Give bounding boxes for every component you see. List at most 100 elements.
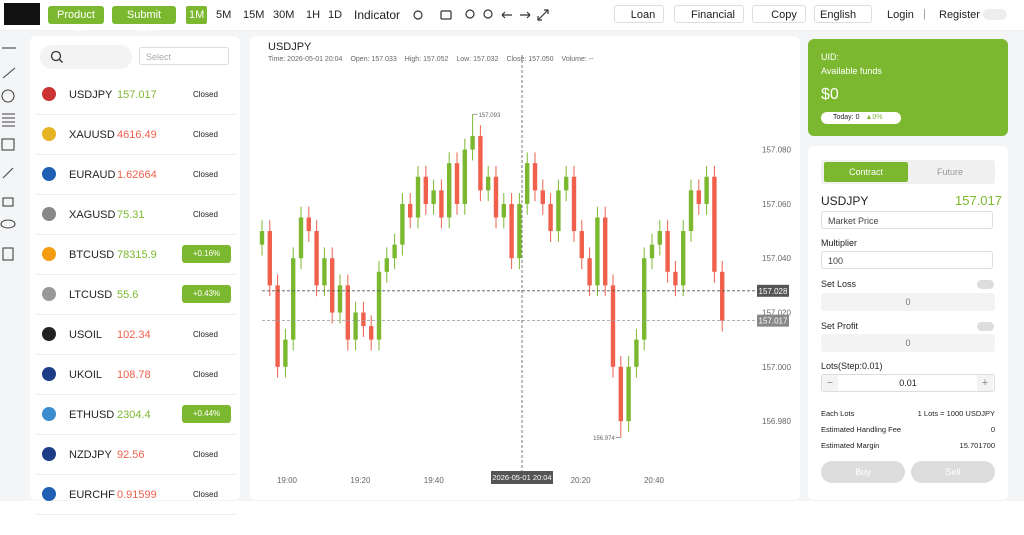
candle-body [610, 285, 616, 367]
crosshair-time-tag [491, 471, 553, 484]
candle-body [345, 285, 350, 340]
status: Closed [193, 170, 218, 179]
interval-button[interactable]: 5M [216, 9, 232, 21]
interval-button[interactable]: 1D [328, 9, 343, 21]
symbol[interactable]: UKOIL [69, 369, 103, 381]
candle-body [579, 231, 584, 259]
candle-body [634, 339, 639, 367]
ohlc-field: Low: 157.032 [456, 56, 499, 63]
candle-body [291, 258, 296, 340]
symbol-icon [42, 447, 56, 461]
interval-button[interactable]: 1M [186, 6, 208, 24]
language-select[interactable]: English [814, 5, 872, 23]
candle-body [353, 312, 358, 340]
tool[interactable] [2, 67, 16, 79]
candle-body [540, 190, 545, 204]
fullscreen-icon[interactable] [537, 9, 549, 21]
loan-button[interactable]: Loan [614, 5, 664, 23]
tool[interactable] [1, 138, 15, 151]
y-tick-label: 157.020 [762, 309, 791, 318]
lots-value[interactable]: 0.01 [899, 378, 917, 388]
product-list-button[interactable]: Product List [48, 6, 104, 39]
right-icon[interactable] [520, 11, 531, 19]
candle-body [681, 231, 686, 286]
future-tab[interactable]: Future [936, 167, 963, 177]
lots-minus[interactable]: − [822, 375, 838, 391]
price: 0.91599 [117, 489, 157, 501]
candle-body [587, 258, 592, 286]
watchlist-panel [30, 36, 240, 500]
symbol[interactable]: BTCUSD [69, 249, 115, 261]
contract-tab[interactable]: Contract [824, 162, 908, 182]
symbol[interactable]: XAUUSD [69, 129, 115, 141]
register-link[interactable]: Register [939, 9, 980, 21]
symbol[interactable]: EURAUD [69, 169, 116, 181]
loss-input[interactable]: 0 [821, 293, 995, 311]
settings-icon[interactable] [413, 10, 423, 20]
candle-body [673, 271, 678, 286]
row-divider [36, 194, 236, 195]
interval-button[interactable]: 15M [243, 9, 265, 21]
ohlc-field: High: 157.052 [404, 56, 449, 63]
zoom-in-icon[interactable] [465, 9, 475, 19]
tool[interactable] [2, 197, 14, 207]
symbol[interactable]: EURCHF [69, 489, 115, 501]
login-link[interactable]: Login [887, 9, 914, 21]
tool[interactable] [0, 219, 16, 229]
chart-symbol: USDJPY [268, 41, 312, 53]
search-input[interactable] [40, 45, 132, 69]
symbol[interactable]: LTCUSD [69, 289, 113, 301]
zoom-out-icon[interactable] [483, 9, 493, 19]
row-divider [36, 394, 236, 395]
row-divider [36, 114, 236, 115]
submit-order-button[interactable]: Submit Order [112, 6, 176, 39]
candle-body [306, 217, 311, 232]
candle-body [384, 258, 389, 272]
change-badge: +0.44% [182, 405, 231, 423]
candle-body [626, 366, 631, 422]
row-divider [36, 274, 236, 275]
multiplier-select[interactable]: 100 [821, 251, 993, 269]
candle-body [720, 271, 725, 321]
candle-body [564, 176, 569, 191]
profit-input[interactable]: 0 [821, 334, 995, 352]
symbol[interactable]: NZDJPY [69, 449, 112, 461]
set-loss-toggle[interactable] [977, 280, 994, 289]
candle-body [415, 176, 421, 218]
candle-body [657, 231, 662, 245]
separator: | [923, 8, 926, 20]
row-divider [36, 514, 236, 515]
sell-button[interactable]: Sell [911, 461, 995, 483]
symbol[interactable]: ETHUSD [69, 409, 115, 421]
market-select[interactable]: Select [139, 47, 229, 65]
indicator-button[interactable]: Indicator [354, 8, 401, 22]
status: Closed [193, 210, 218, 219]
tool[interactable] [2, 167, 14, 179]
tool[interactable] [1, 89, 15, 103]
symbol[interactable]: USOIL [69, 329, 103, 341]
buy-button[interactable]: Buy [821, 461, 905, 483]
interval-button[interactable]: 30M [273, 9, 295, 21]
multiplier-label: Multiplier [821, 238, 858, 248]
interval-button[interactable]: 1H [306, 9, 321, 21]
symbol[interactable]: XAGUSD [69, 209, 116, 221]
lots-plus[interactable]: + [977, 375, 993, 391]
today-pill: Today: 0 ▲0% [821, 112, 901, 124]
set-profit-toggle[interactable] [977, 322, 994, 331]
symbol[interactable]: USDJPY [69, 89, 113, 101]
set-profit-label: Set Profit [821, 321, 859, 331]
tool[interactable] [2, 247, 14, 261]
copy-button[interactable]: Copy [752, 5, 806, 23]
candle-body [431, 190, 436, 204]
theme-toggle[interactable] [983, 9, 1007, 20]
left-icon[interactable] [501, 11, 512, 19]
change-badge: +0.43% [182, 285, 231, 303]
logo[interactable] [4, 3, 40, 25]
camera-icon[interactable] [440, 10, 452, 20]
price-type-select[interactable]: Market Price [821, 211, 993, 229]
candle-body [665, 231, 670, 272]
symbol-icon [42, 167, 56, 181]
price-tag-label: 157.017 [759, 317, 788, 326]
financial-button[interactable]: Financial [674, 5, 744, 23]
tool[interactable] [2, 113, 15, 127]
